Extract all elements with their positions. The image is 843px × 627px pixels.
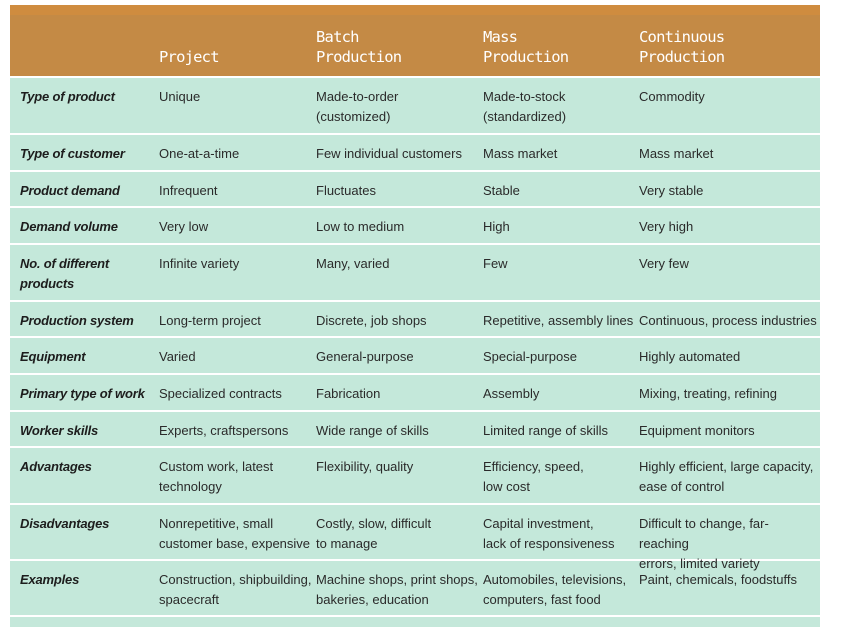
table-cell: One-at-a-time [159,146,240,161]
table-cell: Long-term project [159,313,261,328]
row-label: Type of customer [20,146,125,161]
table-cell: Few [483,256,508,271]
table-cell: Machine shops, print shops, bakeries, ed… [316,572,478,607]
header-cell-batch-production: Batch Production [316,28,402,66]
table-cell: High [483,219,510,234]
table-cell: Many, varied [316,256,390,271]
header-cell-mass-production: Mass Production [483,28,569,66]
row-label: Disadvantages [20,516,110,531]
row-label: Primary type of work [20,386,145,401]
table-cell: Repetitive, assembly lines [483,313,634,328]
table-row: Advantages Custom work, latest technolog… [10,448,820,505]
row-label: Demand volume [20,219,118,234]
table-row: Production system Long-term project Disc… [10,302,820,338]
table-cell: Limited range of skills [483,423,608,438]
table-row: Primary type of work Specialized contrac… [10,375,820,412]
header-cell-project: Project [159,48,220,66]
table-row: No. of different products Infinite varie… [10,245,820,302]
table-row: Demand volume Very low Low to medium Hig… [10,208,820,245]
table-cell: Construction, shipbuilding, spacecraft [159,572,312,607]
table-cell: Highly automated [639,349,741,364]
table-cell: Specialized contracts [159,386,282,401]
row-label: No. of different products [20,256,109,291]
table-row: Type of product Unique Made-to-order (cu… [10,78,820,135]
table-cell: Mass market [639,146,714,161]
table-cell: Mass market [483,146,558,161]
row-label: Advantages [20,459,92,474]
table-cell: Special-purpose [483,349,577,364]
table-row: Disadvantages Nonrepetitive, small custo… [10,505,820,571]
table-cell: Difficult to change, far-reaching errors… [639,516,769,571]
table-cell: Few individual customers [316,146,462,161]
table-row: Equipment Varied General-purpose Special… [10,338,820,375]
table-cell: Nonrepetitive, small customer base, expe… [159,516,311,551]
table-cell: General-purpose [316,349,414,364]
table-cell: Flexibility, quality [316,459,414,474]
row-label: Product demand [20,183,120,198]
table-cell: Capital investment, lack of responsivene… [483,516,615,551]
table-cell: Infinite variety [159,256,240,271]
table-cell: Assembly [483,386,540,401]
table-cell: Stable [483,183,520,198]
table-cell: Fabrication [316,386,381,401]
table-cell: Very stable [639,183,704,198]
table-cell: Fluctuates [316,183,376,198]
table-cell: Varied [159,349,196,364]
table-cell: Paint, chemicals, foodstuffs [639,572,798,587]
row-label: Production system [20,313,134,328]
row-label: Type of product [20,89,115,104]
table-cell: Automobiles, televisions, computers, fas… [483,572,627,607]
header-cell-continuous-production: Continuous Production [639,28,725,66]
table-row: Type of customer One-at-a-time Few indiv… [10,135,820,172]
table-cell: Experts, craftspersons [159,423,289,438]
production-process-comparison-table: Project Batch Production Mass Production… [10,5,820,627]
table-cell: Commodity [639,89,705,104]
table-cell: Very low [159,219,209,234]
table-cell: Costly, slow, difficult to manage [316,516,432,551]
table-cell: Made-to-order (customized) [316,89,399,124]
table-cell: Wide range of skills [316,423,429,438]
table-cell: Unique [159,89,201,104]
table-cell: Efficiency, speed, low cost [483,459,584,494]
table-cell: Very high [639,219,694,234]
table-cell: Very few [639,256,689,271]
table-cell: Continuous, process industries [639,313,817,328]
table-cell: Mixing, treating, refining [639,386,778,401]
table-cell: Equipment monitors [639,423,755,438]
table-cell: Custom work, latest technology [159,459,274,494]
row-label: Examples [20,572,80,587]
table-row: Examples Construction, shipbuilding, spa… [10,561,820,617]
table-header-row: Project Batch Production Mass Production… [10,15,820,78]
table-cell: Infrequent [159,183,218,198]
table-cell: Low to medium [316,219,405,234]
row-label: Worker skills [20,423,99,438]
table-row: Worker skills Experts, craftspersons Wid… [10,412,820,448]
table-cell: Made-to-stock (standardized) [483,89,567,124]
table-cell: Discrete, job shops [316,313,427,328]
header-top-strip [10,5,820,15]
table-cell: Highly efficient, large capacity, ease o… [639,459,814,494]
table-row: Product demand Infrequent Fluctuates Sta… [10,172,820,208]
row-label: Equipment [20,349,86,364]
